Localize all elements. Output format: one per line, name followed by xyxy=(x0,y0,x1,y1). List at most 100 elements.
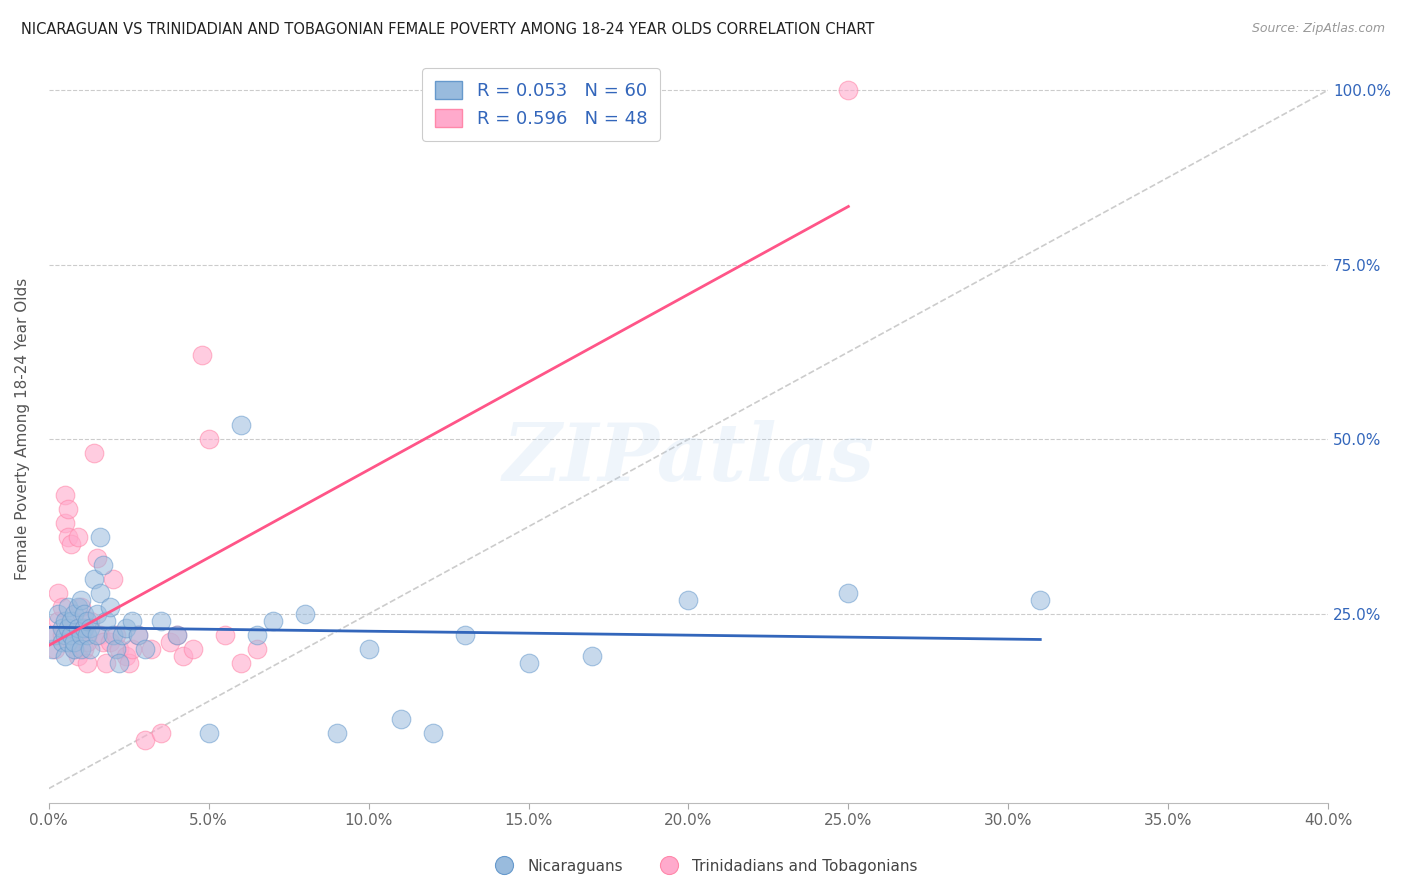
Point xyxy=(134,641,156,656)
Point xyxy=(172,648,194,663)
Point xyxy=(114,621,136,635)
Y-axis label: Female Poverty Among 18-24 Year Olds: Female Poverty Among 18-24 Year Olds xyxy=(15,277,30,580)
Point xyxy=(191,349,214,363)
Point xyxy=(325,725,347,739)
Text: NICARAGUAN VS TRINIDADIAN AND TOBAGONIAN FEMALE POVERTY AMONG 18-24 YEAR OLDS CO: NICARAGUAN VS TRINIDADIAN AND TOBAGONIAN… xyxy=(21,22,875,37)
Point xyxy=(73,621,96,635)
Point xyxy=(60,628,83,642)
Point xyxy=(89,586,111,600)
Point xyxy=(60,614,83,628)
Point xyxy=(63,641,86,656)
Point xyxy=(51,621,73,635)
Point xyxy=(41,628,63,642)
Point xyxy=(63,635,86,649)
Point xyxy=(73,607,96,621)
Point xyxy=(114,648,136,663)
Point xyxy=(101,628,124,642)
Point xyxy=(63,614,86,628)
Point xyxy=(214,628,236,642)
Point xyxy=(76,635,98,649)
Point xyxy=(86,628,108,642)
Point xyxy=(121,641,143,656)
Point xyxy=(127,628,149,642)
Point xyxy=(46,607,69,621)
Point xyxy=(127,628,149,642)
Point xyxy=(262,614,284,628)
Point xyxy=(60,537,83,551)
Point xyxy=(46,614,69,628)
Point xyxy=(69,628,91,642)
Text: Source: ZipAtlas.com: Source: ZipAtlas.com xyxy=(1251,22,1385,36)
Point xyxy=(73,641,96,656)
Point xyxy=(69,593,91,607)
Point xyxy=(53,488,76,502)
Point xyxy=(56,635,79,649)
Point xyxy=(837,83,859,97)
Point xyxy=(44,641,66,656)
Point xyxy=(63,607,86,621)
Point xyxy=(86,551,108,566)
Point xyxy=(91,558,114,572)
Point xyxy=(66,530,89,544)
Point xyxy=(121,614,143,628)
Point xyxy=(63,641,86,656)
Point xyxy=(134,732,156,747)
Point xyxy=(166,628,188,642)
Point xyxy=(53,614,76,628)
Point xyxy=(118,656,141,670)
Point xyxy=(76,614,98,628)
Point xyxy=(96,656,118,670)
Point xyxy=(149,725,172,739)
Point xyxy=(44,628,66,642)
Point xyxy=(294,607,316,621)
Point xyxy=(229,656,252,670)
Point xyxy=(246,628,269,642)
Point xyxy=(79,614,101,628)
Point xyxy=(678,593,700,607)
Point xyxy=(79,641,101,656)
Point xyxy=(89,628,111,642)
Text: ZIPatlas: ZIPatlas xyxy=(502,420,875,498)
Point xyxy=(197,725,219,739)
Point xyxy=(73,621,96,635)
Point xyxy=(83,446,105,460)
Point xyxy=(357,641,380,656)
Point xyxy=(104,641,127,656)
Legend: Nicaraguans, Trinidadians and Tobagonians: Nicaraguans, Trinidadians and Tobagonian… xyxy=(482,853,924,880)
Point xyxy=(79,621,101,635)
Point xyxy=(56,621,79,635)
Point xyxy=(91,635,114,649)
Point xyxy=(453,628,475,642)
Point xyxy=(181,641,204,656)
Point xyxy=(159,635,181,649)
Point xyxy=(60,628,83,642)
Point xyxy=(422,725,444,739)
Point xyxy=(53,516,76,530)
Point xyxy=(66,621,89,635)
Point xyxy=(56,502,79,516)
Point xyxy=(101,572,124,586)
Point xyxy=(104,628,127,642)
Point xyxy=(1029,593,1052,607)
Point xyxy=(86,607,108,621)
Point xyxy=(66,599,89,614)
Point xyxy=(89,530,111,544)
Point xyxy=(389,712,412,726)
Point xyxy=(197,432,219,446)
Point xyxy=(76,628,98,642)
Point xyxy=(517,656,540,670)
Point xyxy=(76,656,98,670)
Point xyxy=(53,628,76,642)
Point xyxy=(108,641,131,656)
Point xyxy=(41,641,63,656)
Point xyxy=(98,635,121,649)
Point xyxy=(56,530,79,544)
Point xyxy=(51,599,73,614)
Point xyxy=(69,599,91,614)
Point xyxy=(56,599,79,614)
Point xyxy=(98,599,121,614)
Point xyxy=(69,628,91,642)
Point xyxy=(139,641,162,656)
Point xyxy=(66,648,89,663)
Point xyxy=(83,572,105,586)
